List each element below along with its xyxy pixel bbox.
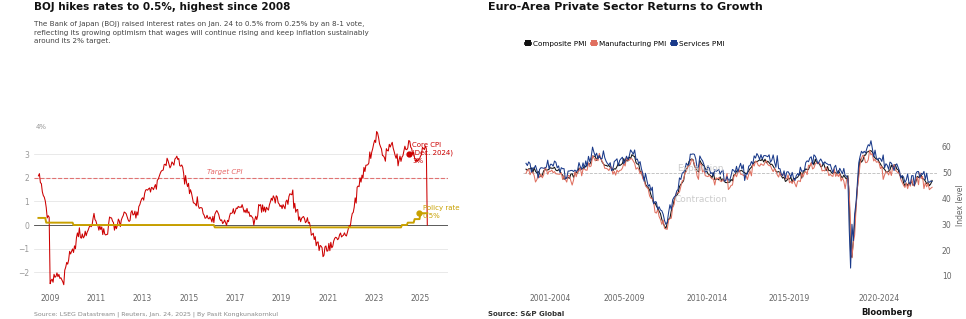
Text: Expansion: Expansion <box>677 165 724 174</box>
Text: Source: S&P Global: Source: S&P Global <box>488 311 564 317</box>
Text: Source: LSEG Datastream | Reuters, Jan. 24, 2025 | By Pasit Kongkunakornkul: Source: LSEG Datastream | Reuters, Jan. … <box>34 312 278 317</box>
Text: Bloomberg: Bloomberg <box>862 308 913 317</box>
Y-axis label: Index level: Index level <box>955 184 965 226</box>
Text: Core CPI
(Dec. 2024)
3%: Core CPI (Dec. 2024) 3% <box>412 142 453 164</box>
Text: Policy rate
0.5%: Policy rate 0.5% <box>423 205 459 219</box>
Text: Contraction: Contraction <box>674 195 727 204</box>
Text: The Bank of Japan (BOJ) raised interest rates on Jan. 24 to 0.5% from 0.25% by a: The Bank of Japan (BOJ) raised interest … <box>34 21 369 44</box>
Text: Target CPI: Target CPI <box>208 168 243 174</box>
Text: 4%: 4% <box>36 124 47 130</box>
Text: BOJ hikes rates to 0.5%, highest since 2008: BOJ hikes rates to 0.5%, highest since 2… <box>34 2 290 11</box>
Text: Euro-Area Private Sector Returns to Growth: Euro-Area Private Sector Returns to Grow… <box>488 2 762 11</box>
Legend: Composite PMI, Manufacturing PMI, Services PMI: Composite PMI, Manufacturing PMI, Servic… <box>523 38 727 49</box>
